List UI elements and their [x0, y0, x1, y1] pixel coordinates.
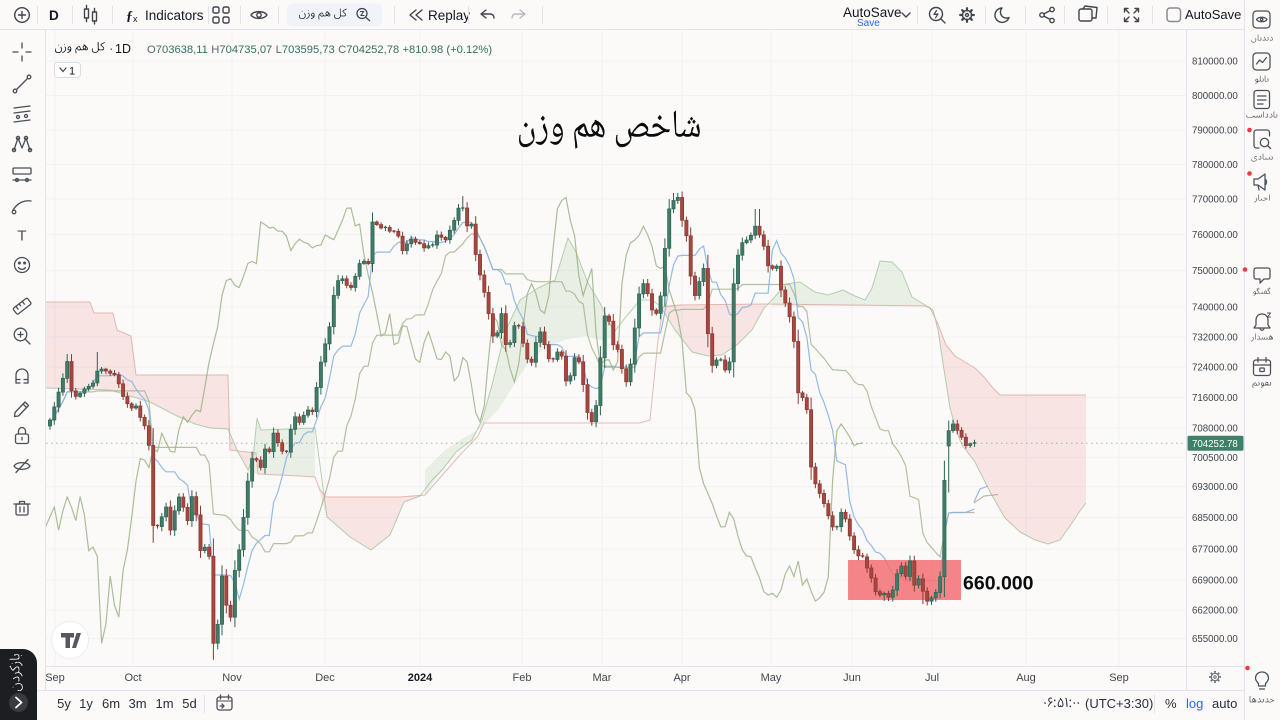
svg-text:log: log	[1186, 696, 1203, 711]
svg-text:704252.78: 704252.78	[1192, 439, 1238, 450]
svg-text:685000.00: 685000.00	[1192, 513, 1238, 524]
svg-text:770000.00: 770000.00	[1192, 195, 1238, 206]
svg-text:780000.00: 780000.00	[1192, 160, 1238, 171]
svg-text:760000.00: 760000.00	[1192, 230, 1238, 241]
svg-text:732000.00: 732000.00	[1192, 333, 1238, 344]
svg-text:Indicators: Indicators	[145, 8, 204, 23]
svg-text:T: T	[17, 228, 26, 245]
svg-text:Dec: Dec	[315, 672, 335, 684]
svg-text:Replay: Replay	[428, 8, 470, 23]
svg-text:810000.00: 810000.00	[1192, 57, 1238, 68]
svg-text:AutoSave: AutoSave	[843, 5, 902, 20]
svg-text:ƒ: ƒ	[126, 9, 133, 24]
svg-text:693000.00: 693000.00	[1192, 482, 1238, 493]
svg-text:750000.00: 750000.00	[1192, 266, 1238, 277]
svg-text:5y: 5y	[57, 696, 71, 711]
svg-text:662000.00: 662000.00	[1192, 606, 1238, 617]
svg-text:790000.00: 790000.00	[1192, 126, 1238, 137]
svg-text:724000.00: 724000.00	[1192, 363, 1238, 374]
svg-text:1m: 1m	[155, 696, 173, 711]
svg-text:708000.00: 708000.00	[1192, 424, 1238, 435]
svg-text:Jun: Jun	[843, 672, 861, 684]
svg-text:6m: 6m	[102, 696, 120, 711]
svg-text:655000.00: 655000.00	[1192, 634, 1238, 645]
svg-text:(UTC+3:30): (UTC+3:30)	[1085, 696, 1153, 711]
svg-text:660.000: 660.000	[963, 573, 1034, 595]
svg-text:Sep: Sep	[1109, 672, 1129, 684]
svg-text:1: 1	[69, 66, 75, 78]
svg-text:%: %	[1165, 696, 1177, 711]
svg-text:Feb: Feb	[513, 672, 532, 684]
svg-text:May: May	[761, 672, 782, 684]
svg-text:669000.00: 669000.00	[1192, 576, 1238, 587]
svg-text:716000.00: 716000.00	[1192, 393, 1238, 404]
svg-text:Mar: Mar	[593, 672, 612, 684]
svg-text:740000.00: 740000.00	[1192, 303, 1238, 314]
svg-text:·: ·	[109, 40, 114, 56]
svg-text:x: x	[133, 14, 138, 24]
svg-text:Save: Save	[857, 18, 880, 29]
svg-text:3m: 3m	[128, 696, 146, 711]
svg-text:D: D	[49, 8, 59, 23]
svg-text:700500.00: 700500.00	[1192, 453, 1238, 464]
svg-text:1y: 1y	[79, 696, 93, 711]
svg-text:Jul: Jul	[925, 672, 939, 684]
svg-text:AutoSave: AutoSave	[1185, 7, 1241, 22]
svg-text:auto: auto	[1212, 696, 1237, 711]
svg-text:2024: 2024	[408, 672, 433, 684]
svg-text:Sep: Sep	[45, 672, 65, 684]
svg-text:677000.00: 677000.00	[1192, 545, 1238, 556]
svg-text:Nov: Nov	[222, 672, 242, 684]
svg-text:800000.00: 800000.00	[1192, 91, 1238, 102]
svg-text:Aug: Aug	[1016, 672, 1036, 684]
svg-text:Oct: Oct	[124, 672, 141, 684]
svg-text:Apr: Apr	[673, 672, 690, 684]
svg-text:5d: 5d	[182, 696, 196, 711]
svg-text:1D: 1D	[115, 42, 131, 56]
